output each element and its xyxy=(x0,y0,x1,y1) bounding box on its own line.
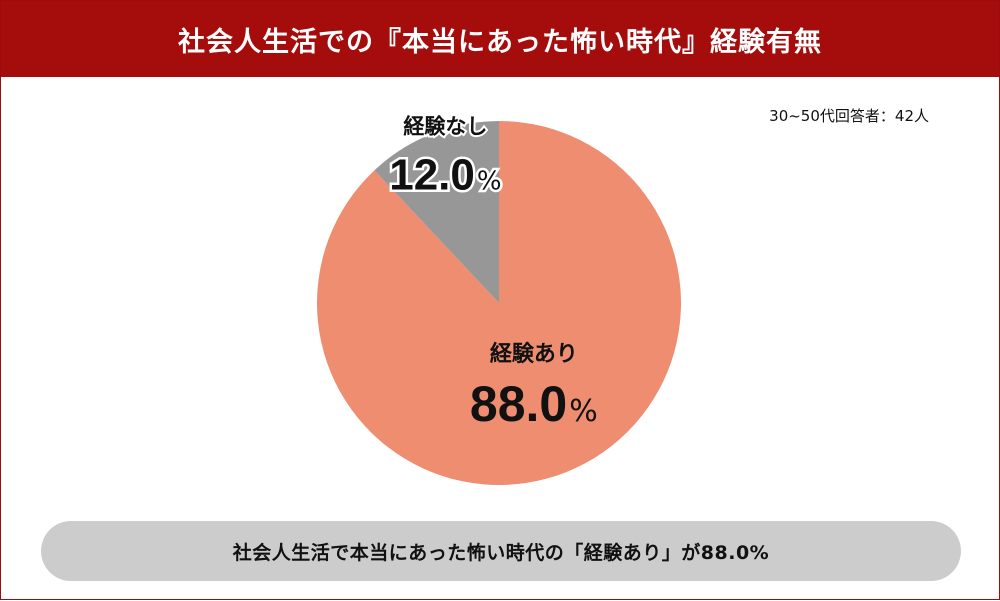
slice-label-0: 経験あり xyxy=(490,341,578,367)
chart-title: 社会人生活での『本当にあった怖い時代』経験有無 xyxy=(178,26,822,58)
header-bar: 社会人生活での『本当にあった怖い時代』経験有無 xyxy=(1,1,999,77)
slice-value-1: 12.0% xyxy=(389,151,501,200)
summary-banner: 社会人生活で本当にあった怖い時代の「経験あり」が88.0% xyxy=(41,521,961,581)
summary-text: 社会人生活で本当にあった怖い時代の「経験あり」が88.0% xyxy=(232,541,770,564)
slice-label-1: 経験なし xyxy=(403,115,487,139)
slice-value-0: 88.0% xyxy=(470,376,598,432)
respondent-note: 30~50代回答者：42人 xyxy=(769,107,929,125)
pie-slice-0 xyxy=(317,121,682,485)
pie-slice-1 xyxy=(374,121,499,303)
